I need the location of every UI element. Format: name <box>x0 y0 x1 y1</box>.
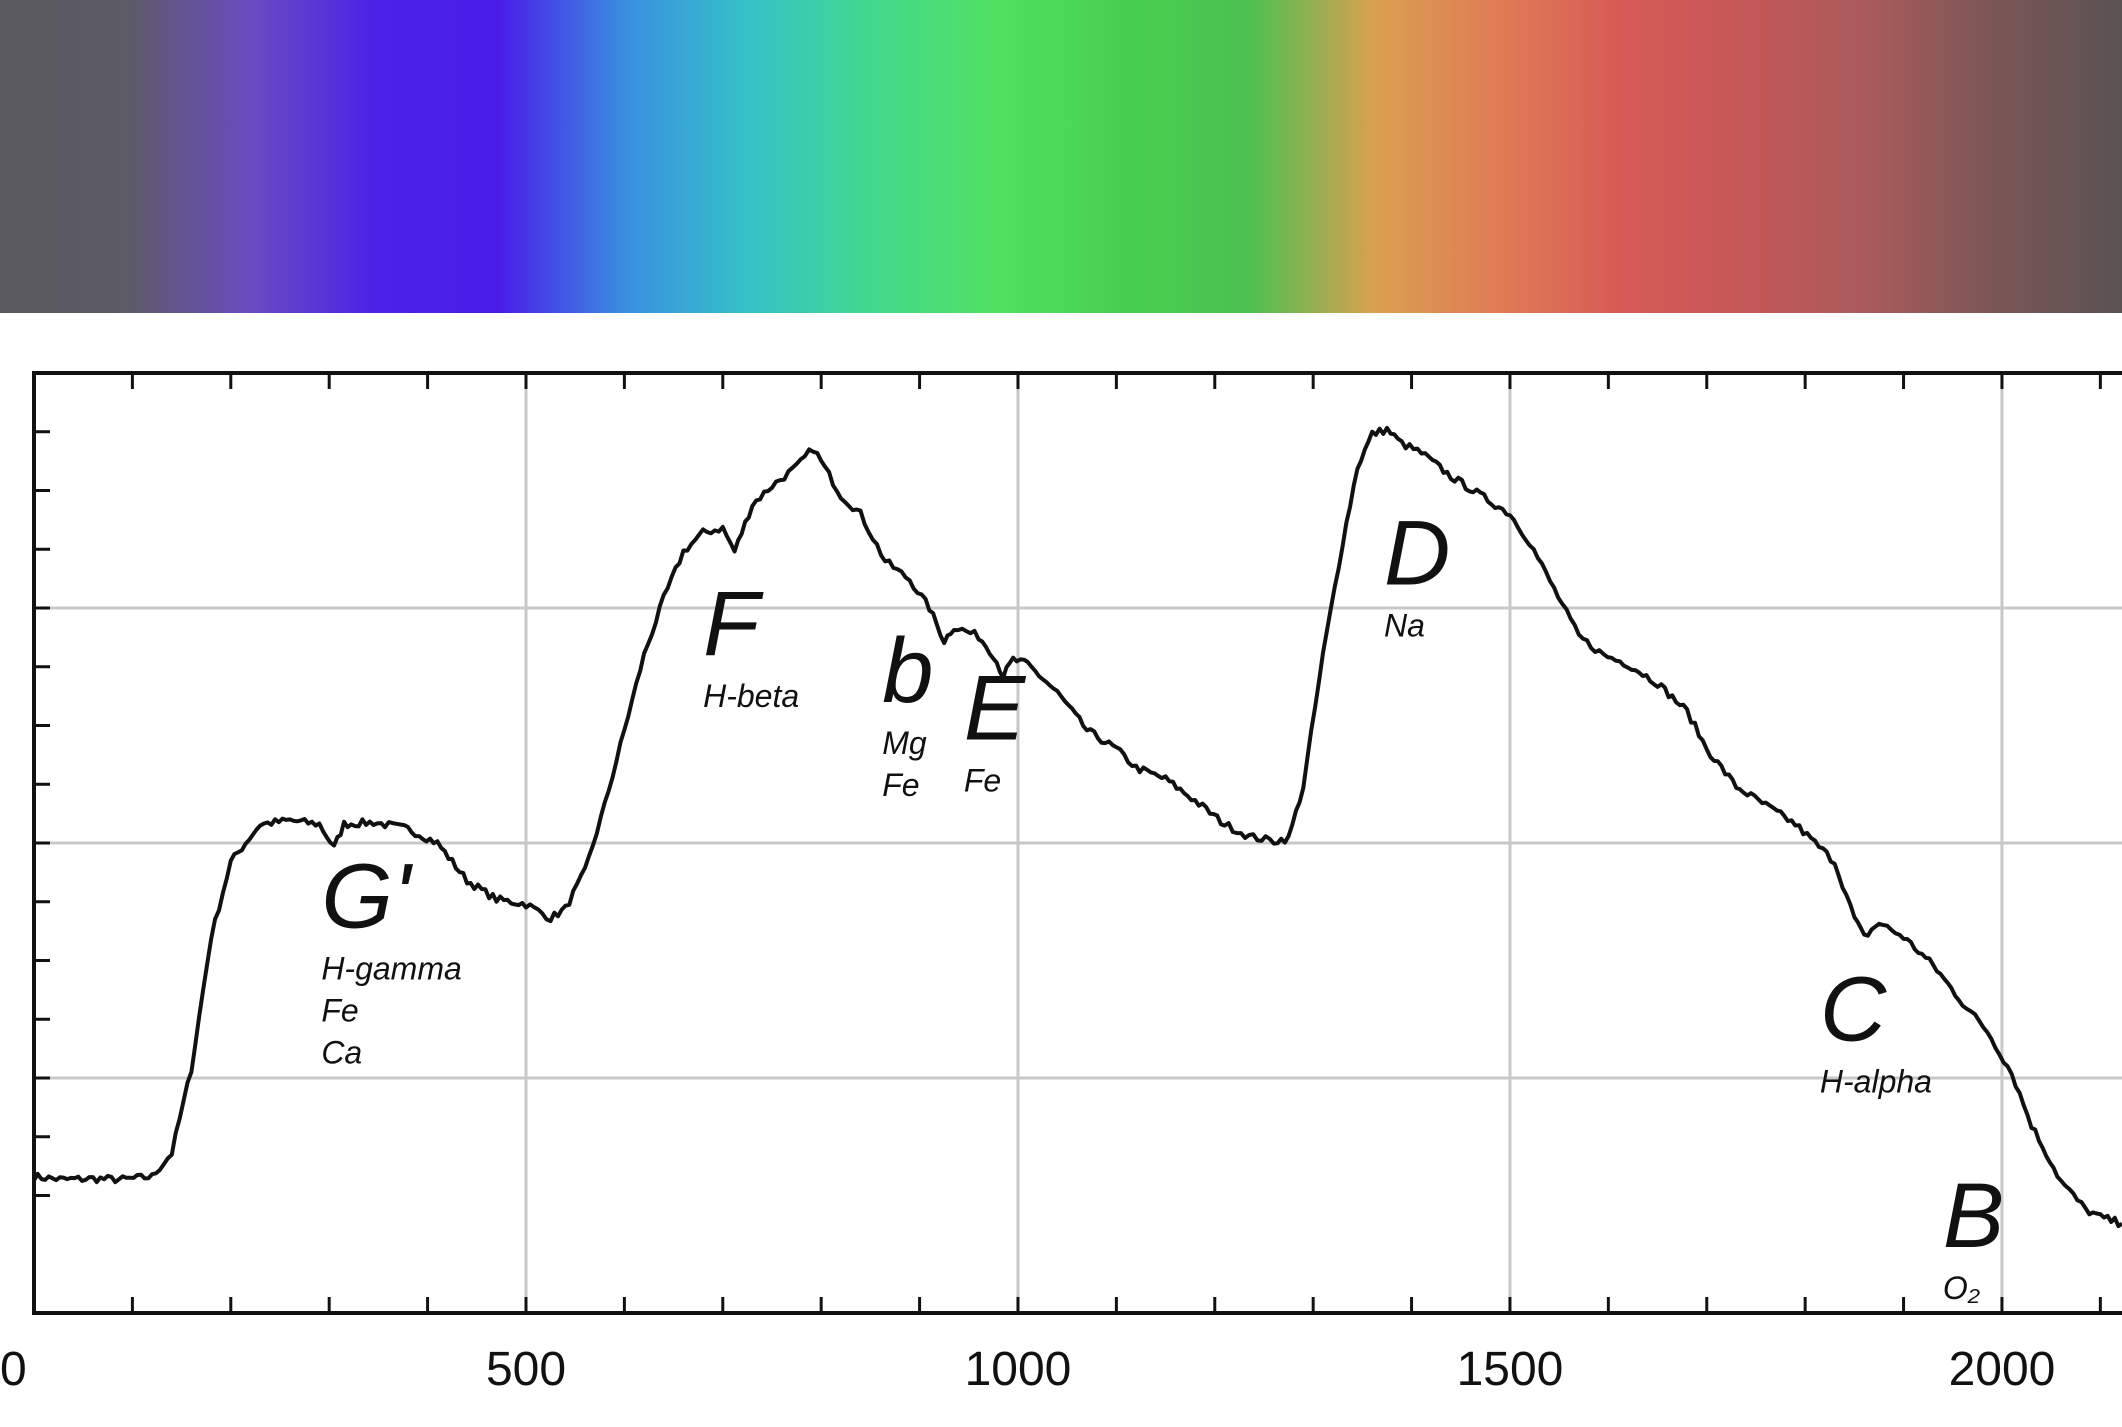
intensity-chart: 0 500 1000 1500 2000 G'H-gamma Fe Ca FH-beta bMg… <box>0 371 2122 1396</box>
line-letter: D <box>1384 503 1450 605</box>
x-tick-label: 1000 <box>965 1343 1072 1396</box>
x-tick-label: 500 <box>486 1343 566 1396</box>
spectral-line-label: BO₂ <box>1943 1165 2004 1306</box>
x-tick-label: 0 <box>0 1343 27 1396</box>
line-element-label: H-gamma <box>321 951 461 987</box>
axis-minor-ticks <box>34 373 2102 1313</box>
line-letter: F <box>703 573 764 675</box>
intensity-curve <box>32 426 2122 1229</box>
axis-frame <box>32 371 2122 1315</box>
x-tick-label: 1500 <box>1457 1343 1564 1396</box>
spectral-line-label: DNa <box>1384 503 1450 644</box>
line-element-label: Mg <box>882 725 927 761</box>
line-element-label: Ca <box>321 1035 362 1071</box>
x-tick-label: 2000 <box>1949 1343 2056 1396</box>
spectrum-gradient-rect <box>0 0 2122 313</box>
line-element-label: O₂ <box>1943 1270 1980 1306</box>
line-letter: B <box>1943 1165 2004 1267</box>
line-element-label: Fe <box>964 763 1001 799</box>
plot-frame <box>32 371 2122 1315</box>
grid-lines <box>34 373 2122 1313</box>
line-element-label: Na <box>1384 608 1425 644</box>
line-element-label: Fe <box>321 993 358 1029</box>
line-letter: G' <box>321 846 414 948</box>
line-letter: b <box>882 620 933 722</box>
spectral-line-label: FH-beta <box>703 573 799 714</box>
line-element-label: H-beta <box>703 678 799 714</box>
spectrum-color-band <box>0 0 2122 313</box>
spectral-line-label: CH-alpha <box>1820 958 1932 1099</box>
spectral-line-label: EFe <box>964 658 1027 799</box>
spectral-line-label: bMg Fe <box>882 620 933 803</box>
line-element-label: H-alpha <box>1820 1063 1932 1099</box>
line-letter: E <box>964 658 1027 760</box>
x-axis-tick-labels: 0 500 1000 1500 2000 <box>0 1343 2055 1396</box>
line-letter: C <box>1820 958 1887 1060</box>
line-element-label: Fe <box>882 767 919 803</box>
spectral-line-label: G'H-gamma Fe Ca <box>321 846 461 1071</box>
